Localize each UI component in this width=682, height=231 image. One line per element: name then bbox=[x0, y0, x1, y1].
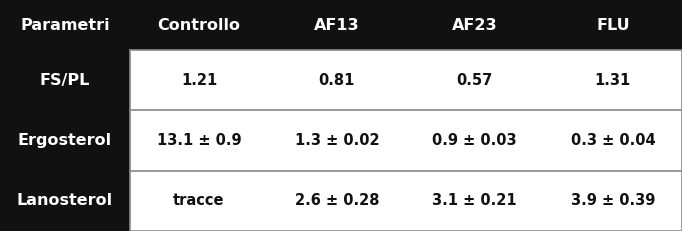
Text: FLU: FLU bbox=[596, 18, 629, 33]
Text: Lanosterol: Lanosterol bbox=[17, 193, 113, 208]
Text: 0.57: 0.57 bbox=[457, 73, 493, 88]
Text: 1.3 ± 0.02: 1.3 ± 0.02 bbox=[295, 133, 379, 148]
Text: 1.21: 1.21 bbox=[181, 73, 217, 88]
Text: AF23: AF23 bbox=[452, 18, 498, 33]
Bar bbox=[0, 171, 130, 231]
Bar bbox=[0, 50, 130, 110]
Text: FS/PL: FS/PL bbox=[40, 73, 90, 88]
Text: Controllo: Controllo bbox=[158, 18, 241, 33]
Bar bbox=[130, 110, 682, 171]
Text: 0.9 ± 0.03: 0.9 ± 0.03 bbox=[432, 133, 517, 148]
Text: 13.1 ± 0.9: 13.1 ± 0.9 bbox=[157, 133, 241, 148]
Text: AF13: AF13 bbox=[314, 18, 359, 33]
Bar bbox=[0, 110, 130, 171]
Text: 2.6 ± 0.28: 2.6 ± 0.28 bbox=[295, 193, 379, 208]
Text: 1.31: 1.31 bbox=[595, 73, 631, 88]
Text: tracce: tracce bbox=[173, 193, 224, 208]
Text: 0.81: 0.81 bbox=[318, 73, 355, 88]
Bar bbox=[130, 171, 682, 231]
Bar bbox=[130, 50, 682, 110]
Text: Parametri: Parametri bbox=[20, 18, 110, 33]
Text: 0.3 ± 0.04: 0.3 ± 0.04 bbox=[571, 133, 655, 148]
Text: 3.1 ± 0.21: 3.1 ± 0.21 bbox=[432, 193, 517, 208]
Text: 3.9 ± 0.39: 3.9 ± 0.39 bbox=[571, 193, 655, 208]
Bar bbox=[0, 0, 682, 50]
Text: Ergosterol: Ergosterol bbox=[18, 133, 112, 148]
